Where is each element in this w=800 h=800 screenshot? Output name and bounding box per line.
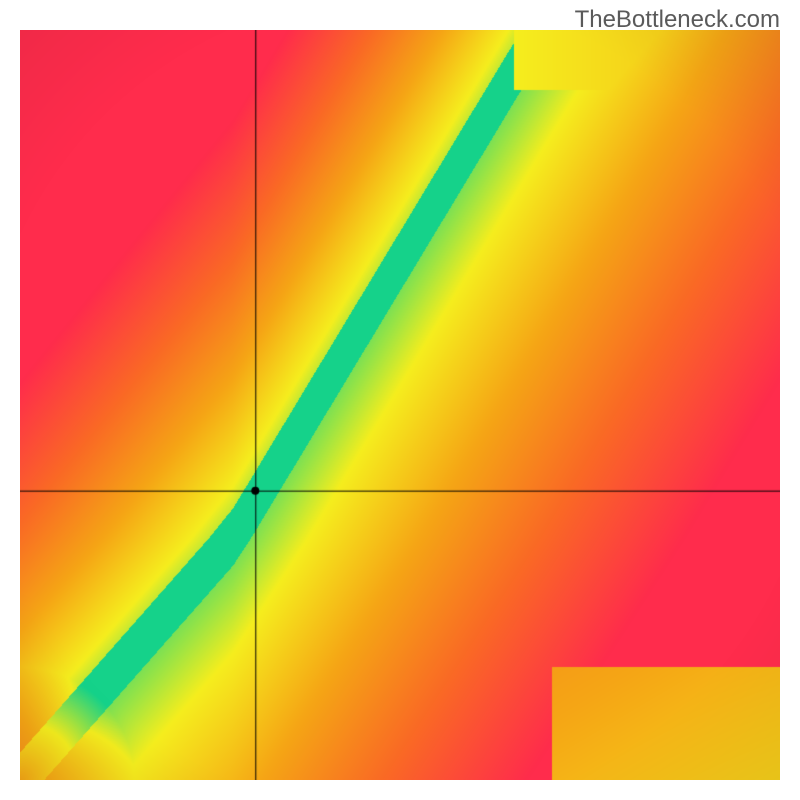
- heatmap-plot: [20, 30, 780, 780]
- figure-container: TheBottleneck.com: [0, 0, 800, 800]
- watermark-text: TheBottleneck.com: [575, 6, 780, 34]
- heatmap-canvas: [20, 30, 780, 780]
